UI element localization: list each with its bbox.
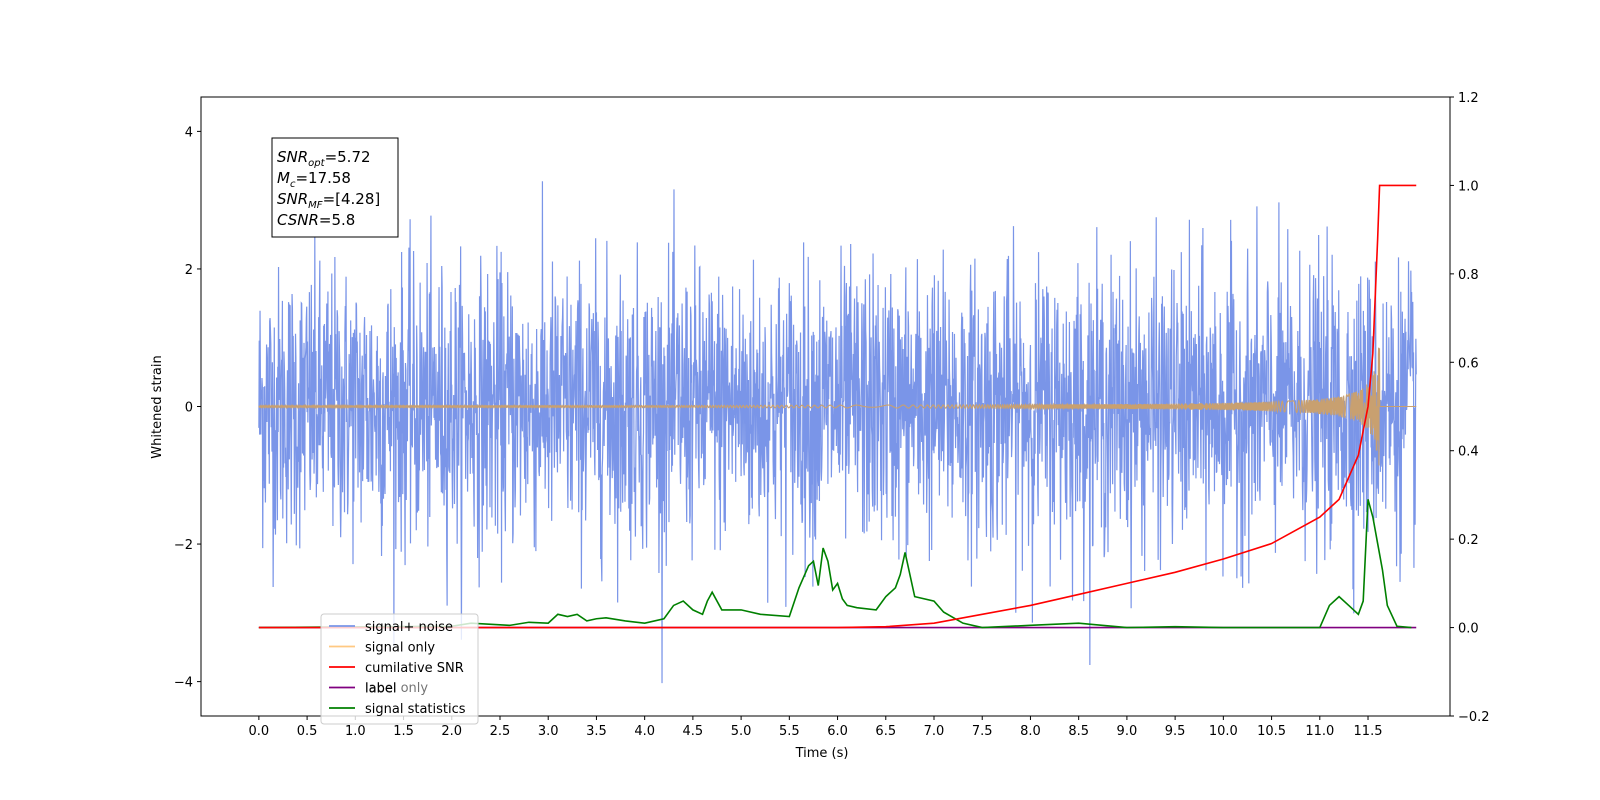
- legend-label: label: [365, 682, 396, 697]
- x-tick-label: 0.5: [297, 724, 318, 739]
- y-left-tick-label: 4: [185, 125, 193, 140]
- x-tick-label: 3.5: [586, 724, 607, 739]
- y-left-tick-label: 2: [185, 263, 193, 278]
- x-tick-label: 2.0: [441, 724, 462, 739]
- x-tick-label: 10.5: [1257, 724, 1286, 739]
- legend-frame: [320, 613, 479, 725]
- y-right-tick-label: −0.2: [1458, 710, 1490, 725]
- x-tick-label: 9.0: [1117, 724, 1138, 739]
- x-tick-label: 5.0: [731, 724, 752, 739]
- y-left-tick-label: 0: [185, 401, 193, 416]
- annotation-frame: [271, 137, 399, 238]
- y-right-tick-label: 0.2: [1458, 533, 1479, 548]
- y-axis-left-ticks: 4 2 0 −2 −4: [174, 125, 201, 691]
- legend-label: signal only: [365, 641, 435, 656]
- x-tick-label: 4.5: [683, 724, 704, 739]
- x-tick-label: 8.0: [1020, 724, 1041, 739]
- series-signal-only: [258, 347, 1417, 466]
- y-right-tick-label: 1.0: [1458, 179, 1479, 194]
- x-tick-label: 6.0: [827, 724, 848, 739]
- series-signal-noise: [258, 181, 1417, 684]
- x-tick-label: 1.5: [393, 724, 414, 739]
- x-tick-label: 9.5: [1165, 724, 1186, 739]
- legend-label: signal statistics: [365, 702, 466, 717]
- x-axis-label: Time (s): [795, 746, 849, 761]
- legend-label: cumilative SNR: [365, 661, 464, 676]
- y-axis-right-ticks: 1.2 1.0 0.8 0.6 0.4 0.2 0.0 −0.2: [1450, 91, 1490, 725]
- y-right-tick-label: 0.8: [1458, 268, 1479, 283]
- x-axis-ticks: 0.0 0.5 1.0 1.5 2.0 2.5 3.0 3.5 4.0 4.5 5.0 5.5 6.0 6…: [249, 716, 1383, 739]
- x-tick-label: 4.0: [634, 724, 655, 739]
- x-tick-label: 11.5: [1354, 724, 1383, 739]
- annotation-line: CSNR=5.8: [277, 211, 355, 229]
- y-left-tick-label: −2: [174, 538, 193, 553]
- x-tick-label: 7.0: [924, 724, 945, 739]
- x-tick-label: 3.0: [538, 724, 559, 739]
- legend-label: signal+ noise: [365, 620, 453, 635]
- series-signal-statistics: [258, 499, 1412, 629]
- series-layer: [258, 181, 1417, 684]
- y-axis-label: Whitened strain: [150, 355, 165, 458]
- x-tick-label: 6.5: [875, 724, 896, 739]
- annotation-line: SNRopt=5.72: [277, 148, 371, 169]
- x-tick-label: 5.5: [779, 724, 800, 739]
- y-right-tick-label: 0.6: [1458, 356, 1479, 371]
- annotation-line: SNRMF=[4.28]: [277, 190, 380, 211]
- legend-hidden-text: label only: [365, 681, 428, 696]
- x-tick-label: 10.0: [1209, 724, 1238, 739]
- x-tick-label: 0.0: [249, 724, 270, 739]
- y-right-tick-label: 0.0: [1458, 622, 1479, 637]
- x-tick-label: 2.5: [490, 724, 511, 739]
- x-tick-label: 11.0: [1305, 724, 1334, 739]
- y-left-tick-label: −4: [174, 676, 193, 691]
- y-right-tick-label: 1.2: [1458, 91, 1479, 106]
- annotation-line: Mc=17.58: [277, 169, 351, 190]
- x-tick-label: 8.5: [1068, 724, 1089, 739]
- x-tick-label: 7.5: [972, 724, 993, 739]
- x-tick-label: 1.0: [345, 724, 366, 739]
- y-right-tick-label: 0.4: [1458, 445, 1479, 460]
- legend: signal+ noise signal only cumilative SNR la…: [320, 613, 479, 725]
- series-cumulative-snr: [258, 184, 1417, 629]
